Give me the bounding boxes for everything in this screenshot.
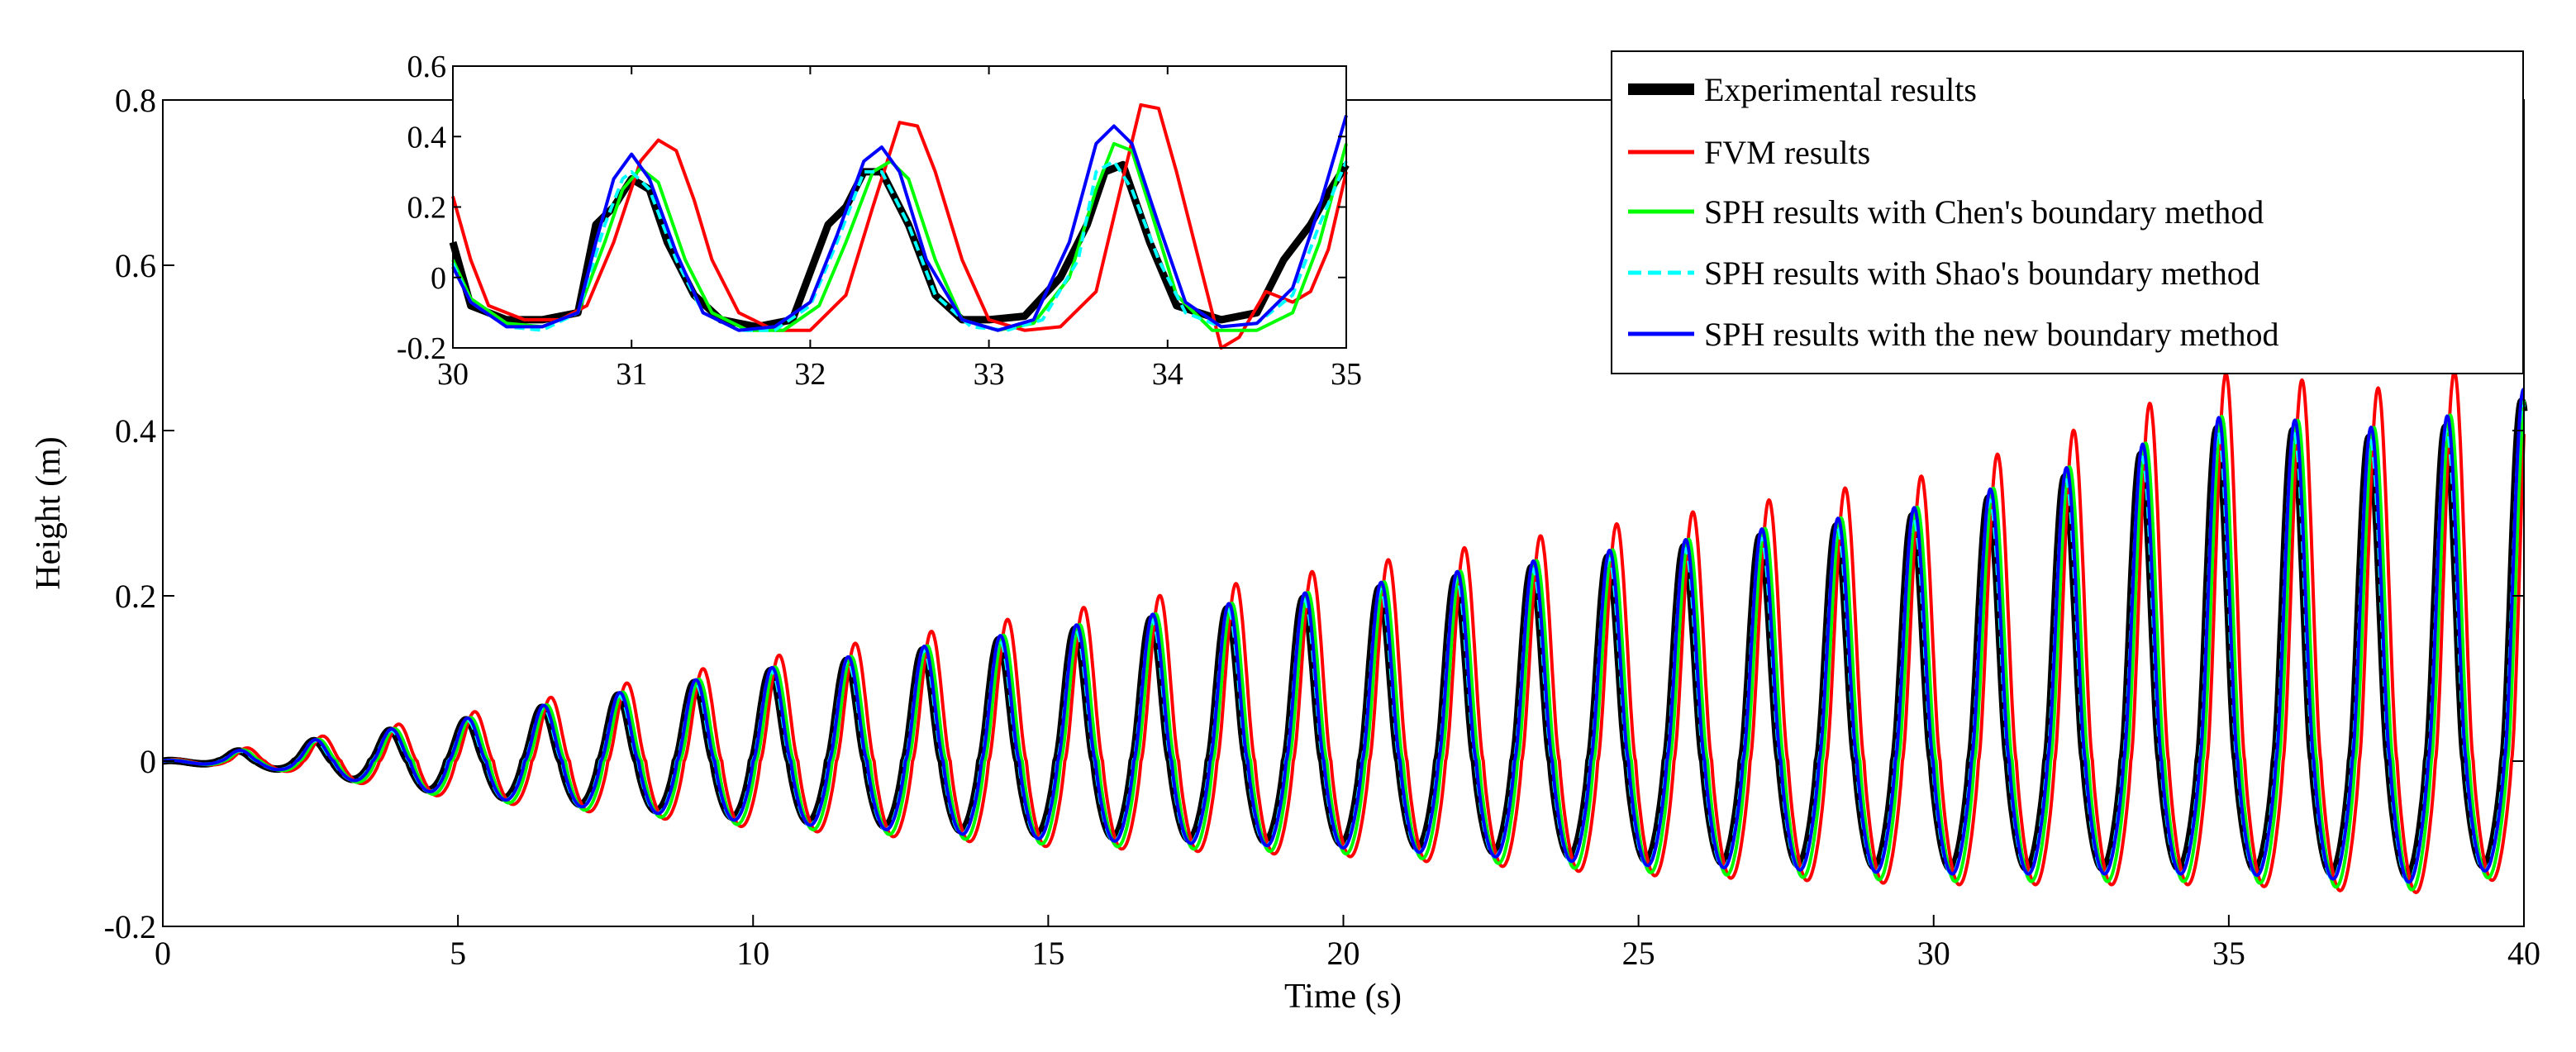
inset-x-tick-label: 30 — [437, 357, 469, 392]
main-x-tick-label: 10 — [736, 935, 769, 972]
inset-x-tick-label: 31 — [616, 357, 647, 392]
legend: Experimental results FVM results SPH res… — [1611, 50, 2524, 374]
main-y-tick-label: 0.8 — [115, 82, 156, 119]
legend-label-chen: SPH results with Chen's boundary method — [1704, 193, 2264, 231]
main-y-tick-label: 0 — [140, 743, 156, 780]
main-x-tick-label: 40 — [2507, 935, 2540, 972]
main-series-line — [161, 370, 2526, 894]
main-y-tick-label: 0.6 — [115, 247, 156, 284]
main-series-group — [160, 370, 2528, 894]
legend-label-shao: SPH results with Shao's boundary method — [1704, 255, 2260, 292]
legend-entry: Experimental results — [1628, 71, 1977, 108]
main-y-tick-label: 0.2 — [115, 578, 156, 615]
main-series-line — [161, 388, 2526, 884]
main-series-line — [161, 400, 2526, 892]
main-x-tick-label: 30 — [1917, 935, 1950, 972]
inset-series-line — [451, 159, 1348, 332]
inset-y-tick-label: 0.2 — [407, 191, 447, 226]
inset-axes: 30 31 32 33 34 35 -0.2 0 0.2 0.4 0.6 — [397, 50, 1362, 392]
inset-ticks-group: 30 31 32 33 34 35 -0.2 0 0.2 0.4 0.6 — [397, 50, 1362, 392]
main-x-tick-label: 35 — [2212, 935, 2245, 972]
inset-x-tick-label: 32 — [794, 357, 826, 392]
main-x-tick-label: 25 — [1622, 935, 1655, 972]
legend-entry: SPH results with the new boundary method — [1628, 316, 2279, 353]
main-x-tick-label: 15 — [1031, 935, 1064, 972]
legend-box — [1611, 50, 2524, 374]
legend-label-new: SPH results with the new boundary method — [1704, 316, 2279, 353]
inset-x-tick-label: 33 — [974, 357, 1005, 392]
inset-x-tick-label: 34 — [1152, 357, 1183, 392]
main-y-tick-label: 0.4 — [115, 412, 156, 450]
main-x-tick-label: 20 — [1327, 935, 1360, 972]
inset-x-tick-label: 35 — [1331, 357, 1362, 392]
main-x-tick-label: 0 — [155, 935, 171, 972]
inset-series-line — [451, 115, 1348, 332]
main-y-axis-title: Height (m) — [30, 436, 68, 589]
legend-entry: SPH results with Chen's boundary method — [1628, 193, 2264, 231]
main-y-tick-label: -0.2 — [104, 908, 156, 945]
inset-y-tick-label: 0.4 — [407, 120, 447, 155]
inset-y-tick-label: -0.2 — [397, 331, 446, 366]
inset-y-tick-label: 0.6 — [407, 50, 447, 84]
legend-entry: SPH results with Shao's boundary method — [1628, 255, 2260, 292]
inset-y-tick-label: 0 — [431, 261, 446, 296]
main-x-tick-label: 5 — [450, 935, 466, 972]
legend-label-experimental: Experimental results — [1704, 71, 1977, 108]
main-ticks-group: 0 5 10 15 20 25 30 35 40-0.200.20.40.60.8 — [104, 82, 2540, 972]
inset-series-group — [449, 102, 1350, 350]
main-x-axis-title: Time (s) — [1284, 978, 1402, 1016]
legend-label-fvm: FVM results — [1704, 134, 1870, 171]
legend-entry: FVM results — [1628, 134, 1870, 171]
